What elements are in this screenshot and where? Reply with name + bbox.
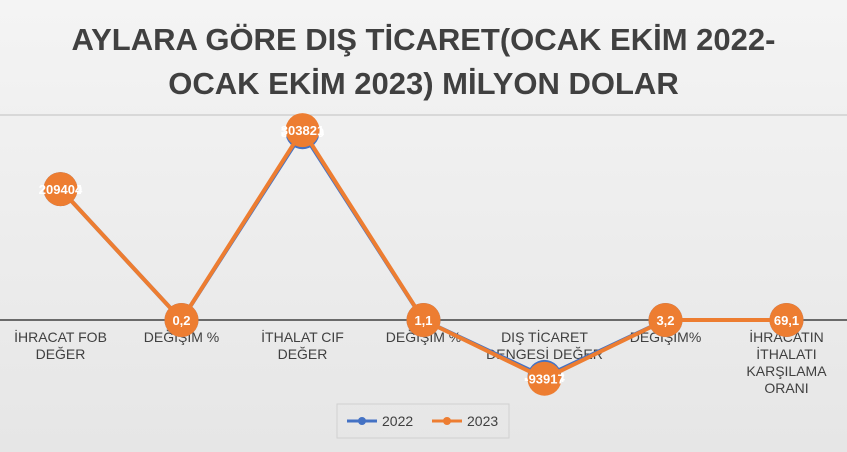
legend-box: [336, 403, 510, 439]
data-label: 303821: [281, 123, 324, 138]
legend-marker: [358, 417, 366, 425]
x-tick-label: İHRACAT FOB DEĞER: [14, 328, 107, 362]
x-tick-label: DIŞ TİCARET DENGESİ DEĞER: [486, 328, 603, 362]
chart-title: AYLARA GÖRE DIŞ TİCARET(OCAK EKİM 2022-O…: [71, 22, 776, 101]
data-point: [164, 302, 199, 337]
data-point: [527, 361, 562, 396]
data-label: 3,2: [656, 313, 674, 328]
data-label: 69,1: [774, 313, 799, 328]
legend-label: 2022: [382, 413, 413, 429]
x-tick-label: İHRACATIN İTHALATI KARŞILAMA ORANI: [746, 328, 827, 396]
legend-marker: [443, 417, 451, 425]
data-point: [648, 302, 683, 337]
data-label: 0,2: [172, 313, 190, 328]
data-label: -93917: [524, 372, 564, 387]
data-point: [769, 302, 804, 337]
legend-label: 2023: [467, 413, 498, 429]
data-point: [43, 172, 78, 207]
x-tick-label: İTHALAT CIF DEĞER: [261, 328, 344, 362]
data-point: [285, 113, 320, 148]
data-label: 209404: [39, 182, 83, 197]
data-label: 1,1: [414, 313, 432, 328]
data-point: [406, 302, 441, 337]
